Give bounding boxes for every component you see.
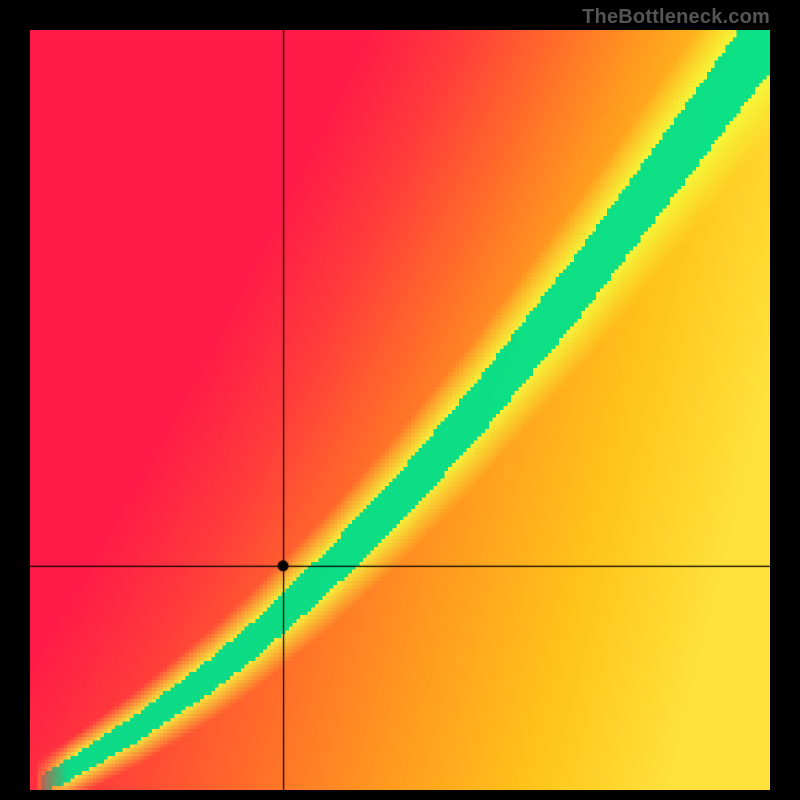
chart-container: TheBottleneck.com [0,0,800,800]
watermark-text: TheBottleneck.com [582,6,770,29]
heatmap-plot [30,30,770,790]
